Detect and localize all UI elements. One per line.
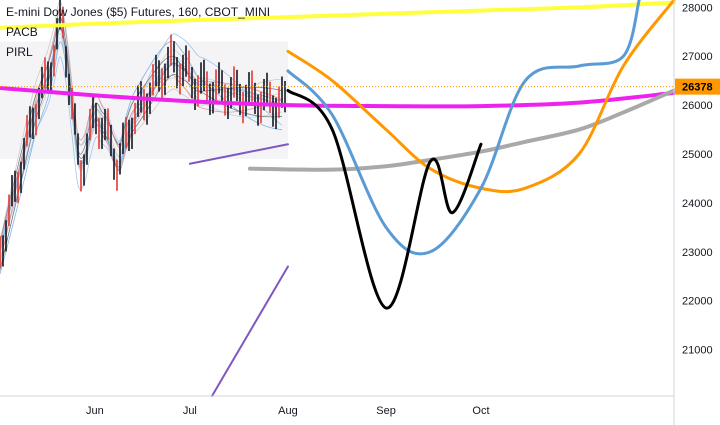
series-line xyxy=(286,88,483,310)
series-line xyxy=(188,143,289,165)
x-tick-label: Jun xyxy=(86,405,104,417)
series-layer xyxy=(0,0,676,397)
x-tick-label: Aug xyxy=(278,405,298,417)
moving-average-line xyxy=(0,40,283,275)
price-history-region xyxy=(0,0,288,275)
last-price-tag: 26378 xyxy=(675,78,720,95)
last-price-tag-bg xyxy=(675,78,720,95)
indicator-pacb[interactable]: PACB xyxy=(6,25,38,39)
x-tick-label: Jul xyxy=(183,405,197,417)
y-axis: 21000 22000 23000 24000 25000 26000 27000 28000 xyxy=(673,0,713,425)
y-tick-label: 24000 xyxy=(682,198,713,210)
series-line xyxy=(247,88,676,172)
series-line xyxy=(211,265,289,397)
y-tick-label: 28000 xyxy=(682,2,713,14)
series-line xyxy=(0,0,676,30)
x-axis: Jun Jul Aug Sep Oct xyxy=(0,395,674,417)
chart-title: E-mini Dow Jones ($5) Futures, 160, CBOT… xyxy=(6,5,271,19)
y-tick-label: 27000 xyxy=(682,51,713,63)
series-line xyxy=(0,86,676,109)
last-price-label: 26378 xyxy=(682,82,713,94)
y-tick-label: 22000 xyxy=(682,296,713,308)
y-tick-label: 21000 xyxy=(682,345,713,357)
y-tick-label: 23000 xyxy=(682,247,713,259)
series-line xyxy=(286,0,641,256)
x-tick-label: Sep xyxy=(376,405,396,417)
chart-legend: E-mini Dow Jones ($5) Futures, 160, CBOT… xyxy=(6,2,270,62)
series-line xyxy=(286,0,676,194)
x-tick-label: Oct xyxy=(472,405,489,417)
indicator-pirl[interactable]: PIRL xyxy=(6,45,33,59)
y-tick-label: 25000 xyxy=(682,149,713,161)
y-tick-label: 26000 xyxy=(682,100,713,112)
